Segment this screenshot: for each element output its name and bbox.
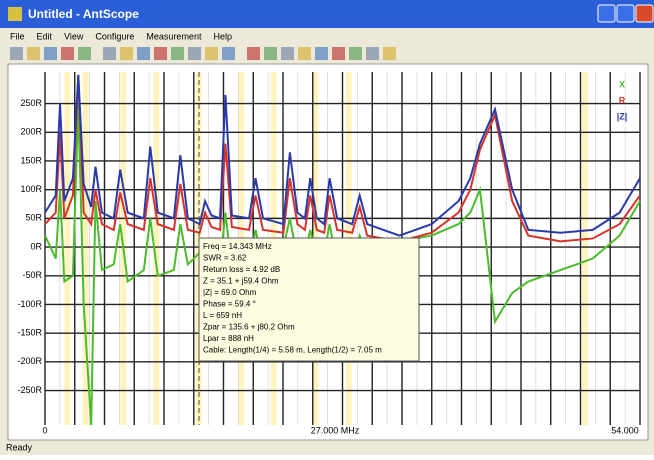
legend-entry[interactable]: |Z| <box>617 111 628 121</box>
toolbar-button[interactable] <box>222 47 235 60</box>
toolbar-button[interactable] <box>44 47 57 60</box>
plot: 250R200R150R100R50R0R-50R-100R-150R-200R… <box>17 72 641 435</box>
toolbar-button[interactable] <box>154 47 167 60</box>
toolbar-button[interactable] <box>298 47 311 60</box>
toolbar-button[interactable] <box>383 47 396 60</box>
x-tick-label: 54.000 <box>611 425 639 435</box>
toolbar-button[interactable] <box>10 47 23 60</box>
legend-entry[interactable]: X <box>619 79 625 89</box>
toolbar-button[interactable] <box>137 47 150 60</box>
menu-item[interactable]: Configure <box>95 31 134 41</box>
band-highlight <box>153 72 160 425</box>
band-highlight <box>195 72 202 425</box>
tooltip-line: Freq = 14.343 MHz <box>203 242 272 251</box>
band-highlight <box>64 72 71 425</box>
band-highlight <box>582 72 589 425</box>
tooltip-line: Phase = 59.4 ° <box>203 300 256 309</box>
tooltip-line: Cable: Length(1/4) = 5.58 m, Length(1/2)… <box>203 346 382 355</box>
tooltip-line: |Z| = 69.0 Ohm <box>203 288 257 297</box>
tooltip-line: SWR = 3.62 <box>203 254 247 263</box>
toolbar-button[interactable] <box>78 47 91 60</box>
toolbar-button[interactable] <box>27 47 40 60</box>
close-button[interactable] <box>635 4 654 23</box>
x-tick-label: 0 <box>42 425 47 435</box>
y-tick-label: -100R <box>17 299 42 309</box>
tooltip-line: Return loss = 4.92 dB <box>203 265 280 274</box>
maximize-button[interactable] <box>616 4 635 23</box>
y-tick-label: 0R <box>30 241 42 251</box>
toolbar-button[interactable] <box>281 47 294 60</box>
title-bar <box>0 0 654 28</box>
menu-item[interactable]: Edit <box>37 31 53 41</box>
y-tick-label: -50R <box>22 270 42 280</box>
app-icon <box>8 7 22 21</box>
chart-area <box>7 63 649 441</box>
menu-item[interactable]: View <box>64 31 84 41</box>
y-tick-label: -250R <box>17 385 42 395</box>
toolbar-button[interactable] <box>349 47 362 60</box>
tooltip-box <box>198 237 420 362</box>
menu-item[interactable]: Help <box>213 31 232 41</box>
toolbar-button[interactable] <box>120 47 133 60</box>
menu-item[interactable]: Measurement <box>146 31 202 41</box>
y-tick-label: -200R <box>17 356 42 366</box>
toolbar-button[interactable] <box>103 47 116 60</box>
toolbar <box>10 47 396 60</box>
toolbar-button[interactable] <box>188 47 201 60</box>
toolbar-button[interactable] <box>247 47 260 60</box>
toolbar-button[interactable] <box>264 47 277 60</box>
trace <box>44 74 641 243</box>
trace <box>44 74 641 237</box>
toolbar-button[interactable] <box>332 47 345 60</box>
y-tick-label: 200R <box>20 127 42 137</box>
toolbar-button[interactable] <box>205 47 218 60</box>
tooltip-line: Lpar = 888 nH <box>203 334 254 343</box>
tooltip-line: Zpar = 135.6 + j80.2 Ohm <box>203 323 295 332</box>
minimize-button[interactable] <box>597 4 616 23</box>
y-tick-label: 250R <box>20 98 42 108</box>
toolbar-button[interactable] <box>366 47 379 60</box>
x-tick-label: 27.000 MHz <box>311 425 360 435</box>
window-title: Untitled - AntScope <box>28 7 139 21</box>
tooltip-line: L = 659 nH <box>203 311 242 320</box>
menu-item[interactable]: File <box>10 31 25 41</box>
menu-bar: File Edit View Configure Measurement Help <box>10 31 232 41</box>
status-text: Ready <box>6 442 33 452</box>
toolbar-button[interactable] <box>61 47 74 60</box>
toolbar-button[interactable] <box>171 47 184 60</box>
y-tick-label: 100R <box>20 184 42 194</box>
y-tick-label: -150R <box>17 328 42 338</box>
y-tick-label: 150R <box>20 155 42 165</box>
y-tick-label: 50R <box>25 213 42 223</box>
toolbar-button[interactable] <box>315 47 328 60</box>
tooltip-line: Z = 35.1 + j59.4 Ohm <box>203 277 279 286</box>
legend-entry[interactable]: R <box>619 95 626 105</box>
band-highlight <box>82 72 89 425</box>
